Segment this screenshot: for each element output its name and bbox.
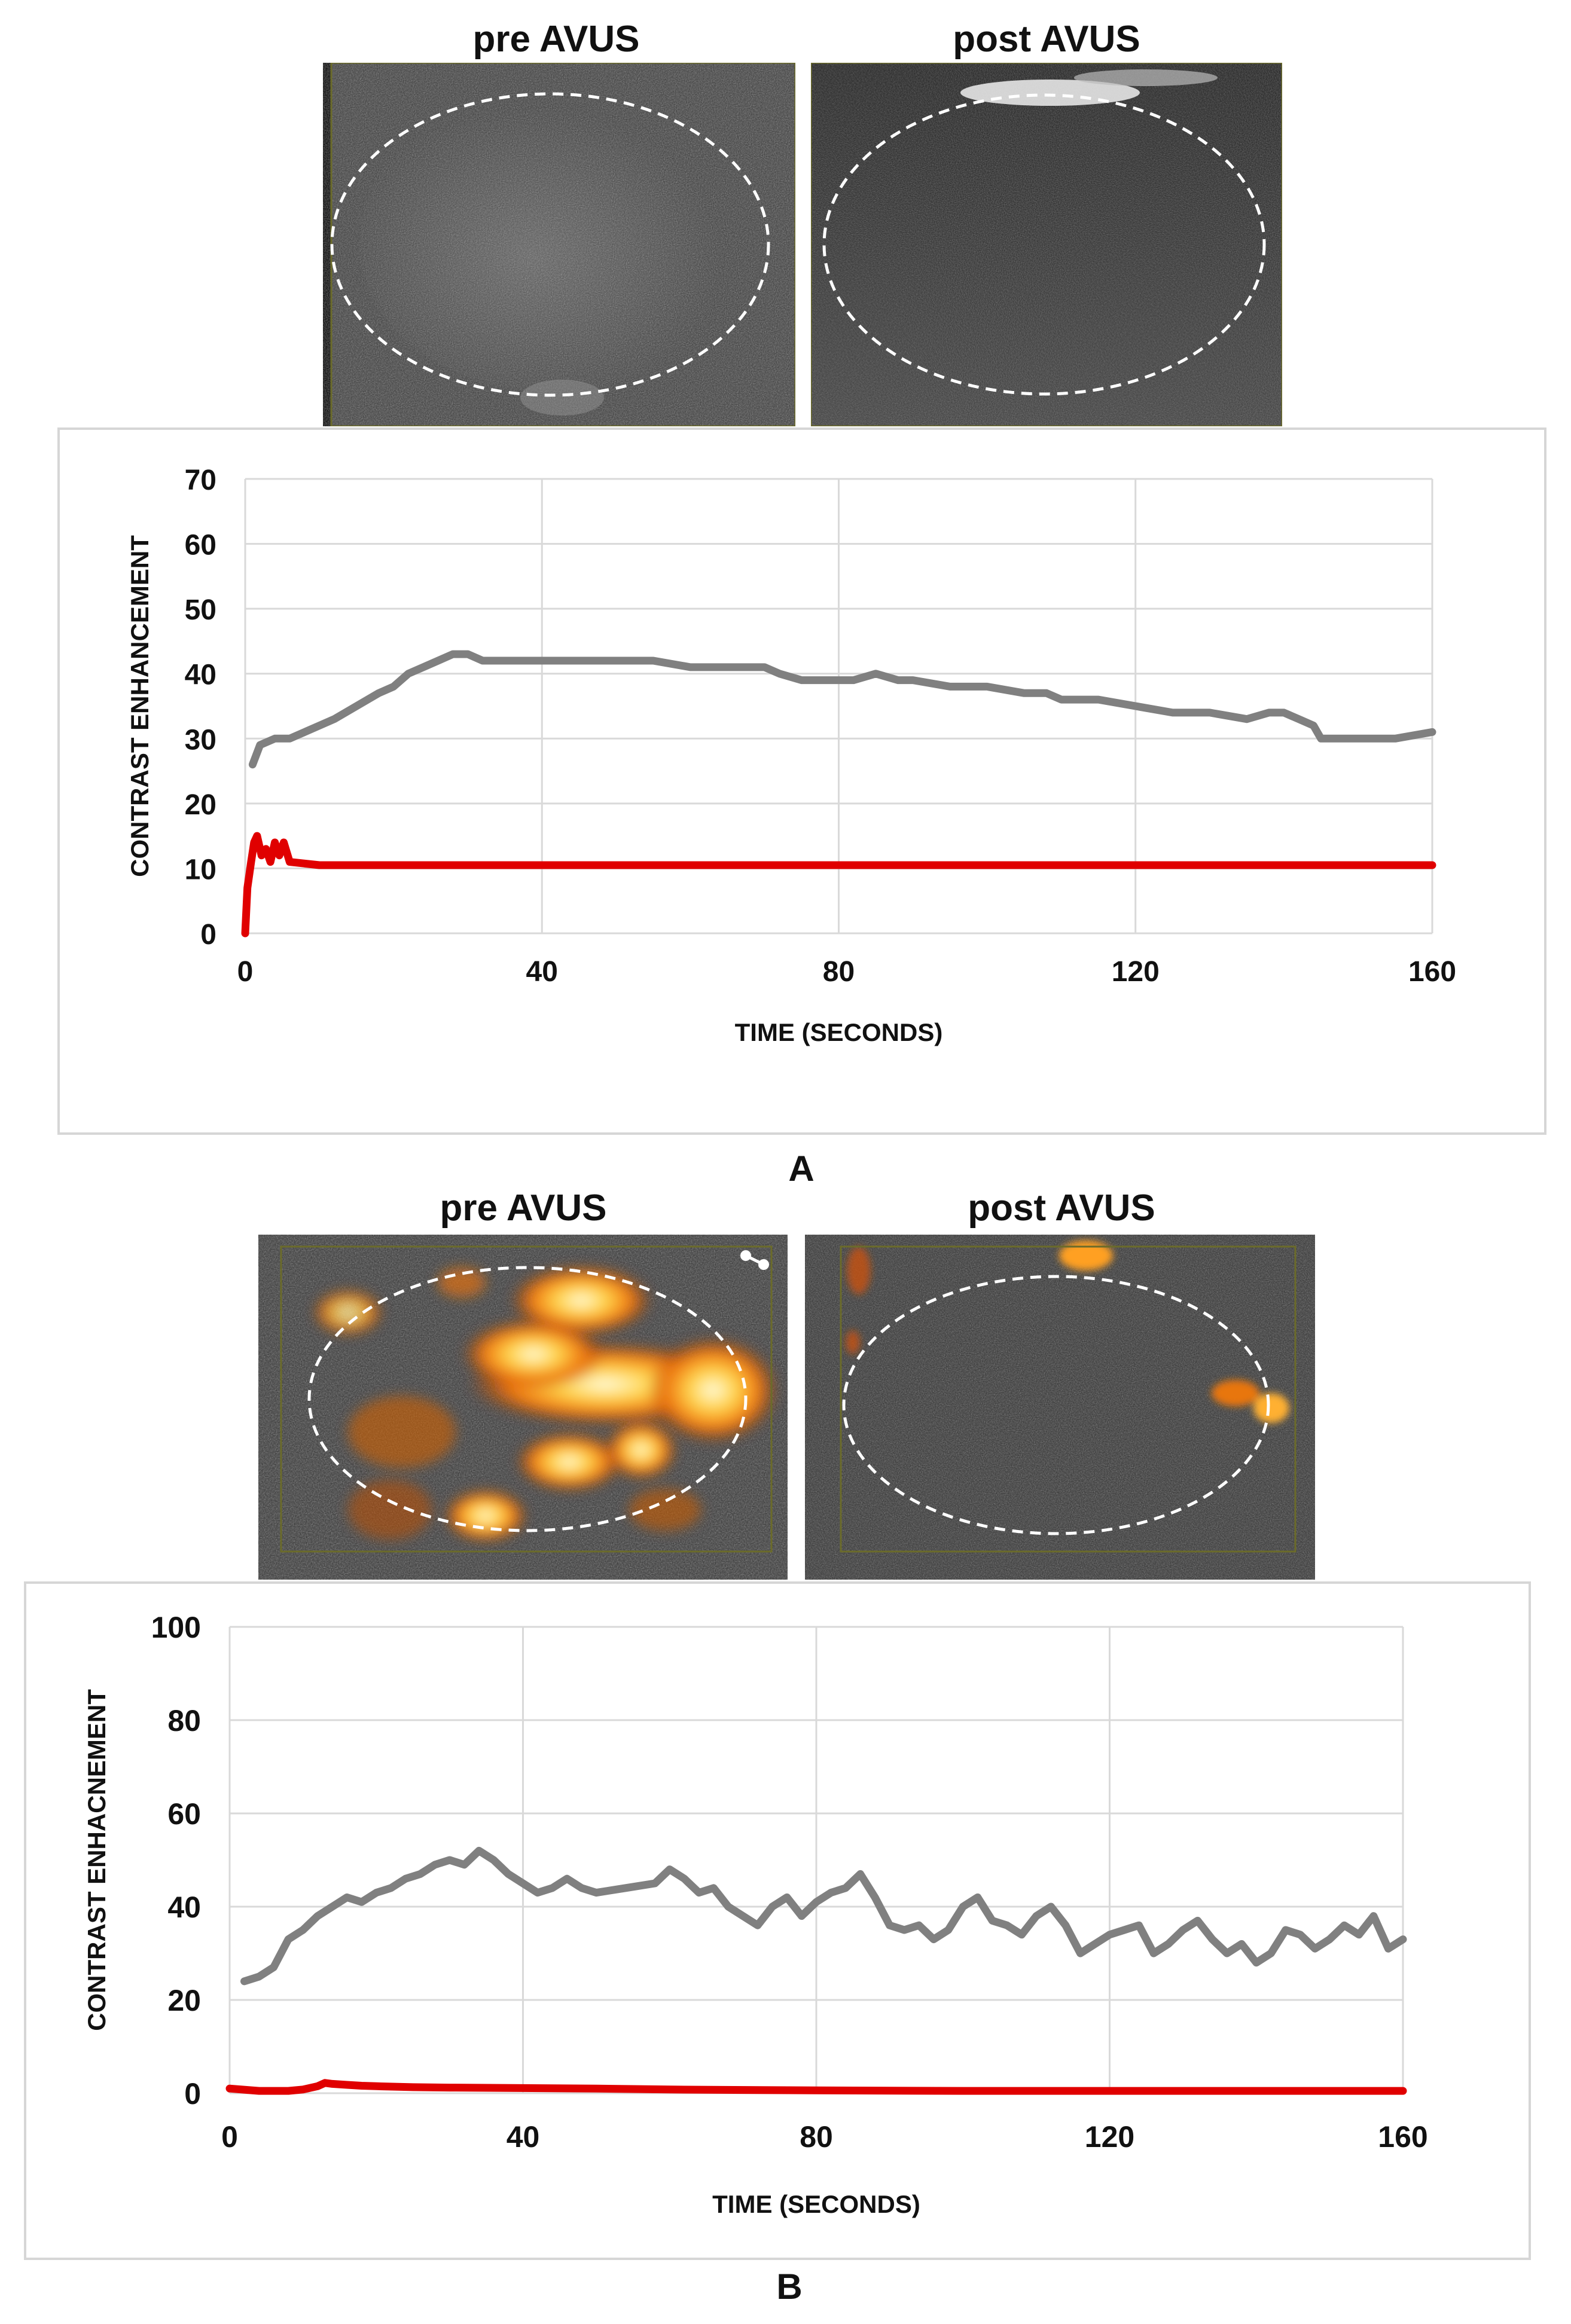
- panel-b-pre-doppler: [258, 1235, 788, 1580]
- panel-a-post-title: post AVUS: [953, 19, 1140, 60]
- chart-b-xtick-label-0: 0: [221, 2120, 238, 2154]
- chart-b-series-pre-avus-line: [240, 1846, 1407, 1986]
- chart-a-xtick-label-0: 0: [237, 956, 254, 988]
- panel-a-pre-title: pre AVUS: [472, 19, 640, 60]
- chart-b-ytick-label-4: 80: [167, 1704, 201, 1737]
- panel-a-chart: 0 10 20 30 40 50 60 70 0 40 80 120 160 TIME (SECONDS)…: [126, 465, 1456, 1046]
- chart-b-xtick-label-2: 80: [800, 2120, 833, 2154]
- chart-a-ytick-label-2: 20: [185, 789, 216, 821]
- chart-a-ytick-label-3: 30: [185, 724, 216, 756]
- chart-a-ylabel: CONTRAST ENHANCEMENT: [126, 535, 154, 877]
- chart-b-xtick-label-1: 40: [507, 2120, 540, 2154]
- panel-b-post-image: [805, 1235, 1315, 1580]
- roi-ellipse: [330, 92, 770, 397]
- chart-a-ytick-label-6: 60: [185, 530, 216, 561]
- panel-a-chart-frame: 0 10 20 30 40 50 60 70 0 40 80 120 160 TIME (SECONDS)…: [57, 427, 1546, 1135]
- panel-a-post-ultrasound: [811, 63, 1282, 426]
- chart-b-ytick-label-2: 40: [167, 1891, 201, 1924]
- chart-a-ytick-label-7: 70: [185, 465, 216, 496]
- panel-a-post-image: [811, 63, 1282, 426]
- panel-b-label: B: [776, 2267, 803, 2307]
- chart-a-xtick-label-2: 80: [823, 956, 855, 988]
- chart-a-ytick-label-4: 40: [185, 659, 216, 691]
- panel-b-chart-frame: 0 20 40 60 80 100 0 40 80 120 160 TIME (SECONDS) CON…: [24, 1581, 1531, 2260]
- chart-b-ytick-label-1: 20: [167, 1984, 201, 2017]
- roi-ellipse: [822, 93, 1266, 396]
- chart-b-xlabel: TIME (SECONDS): [712, 2190, 920, 2218]
- chart-a-ytick-label-0: 0: [200, 919, 216, 951]
- chart-a-xtick-label-4: 160: [1408, 956, 1456, 988]
- panel-b-pre-image: [258, 1235, 788, 1580]
- panel-a-label: A: [788, 1149, 815, 1189]
- chart-b-xtick-label-3: 120: [1085, 2120, 1134, 2154]
- chart-a-ytick-label-1: 10: [185, 854, 216, 885]
- chart-a-series-post-avus-line: [241, 832, 1436, 937]
- panel-b-post-doppler: [805, 1235, 1315, 1580]
- chart-b-series-post-avus-line: [225, 2079, 1407, 2095]
- roi-ellipse: [842, 1275, 1270, 1535]
- roi-ellipse: [307, 1266, 748, 1532]
- chart-a-series-pre-avus-line: [248, 650, 1436, 769]
- chart-b-ytick-label-5: 100: [151, 1611, 201, 1644]
- panel-a-pre-image: [323, 63, 795, 426]
- chart-b-ytick-label-3: 60: [167, 1797, 201, 1831]
- chart-a-xtick-label-1: 40: [526, 956, 558, 988]
- panel-b-post-title: post AVUS: [968, 1187, 1155, 1229]
- chart-a-xlabel: TIME (SECONDS): [735, 1018, 943, 1046]
- chart-a-ytick-label-5: 50: [185, 594, 216, 626]
- chart-b-xtick-label-4: 160: [1378, 2120, 1427, 2154]
- panel-a-pre-ultrasound: [323, 63, 795, 426]
- chart-a-xtick-label-3: 120: [1112, 956, 1160, 988]
- chart-b-ylabel: CONTRAST ENHACNEMENT: [83, 1689, 111, 2031]
- chart-b-ytick-label-0: 0: [184, 2077, 201, 2111]
- panel-b-chart: 0 20 40 60 80 100 0 40 80 120 160 TIME (SECONDS) CON…: [83, 1611, 1428, 2218]
- panel-b-pre-title: pre AVUS: [440, 1187, 607, 1229]
